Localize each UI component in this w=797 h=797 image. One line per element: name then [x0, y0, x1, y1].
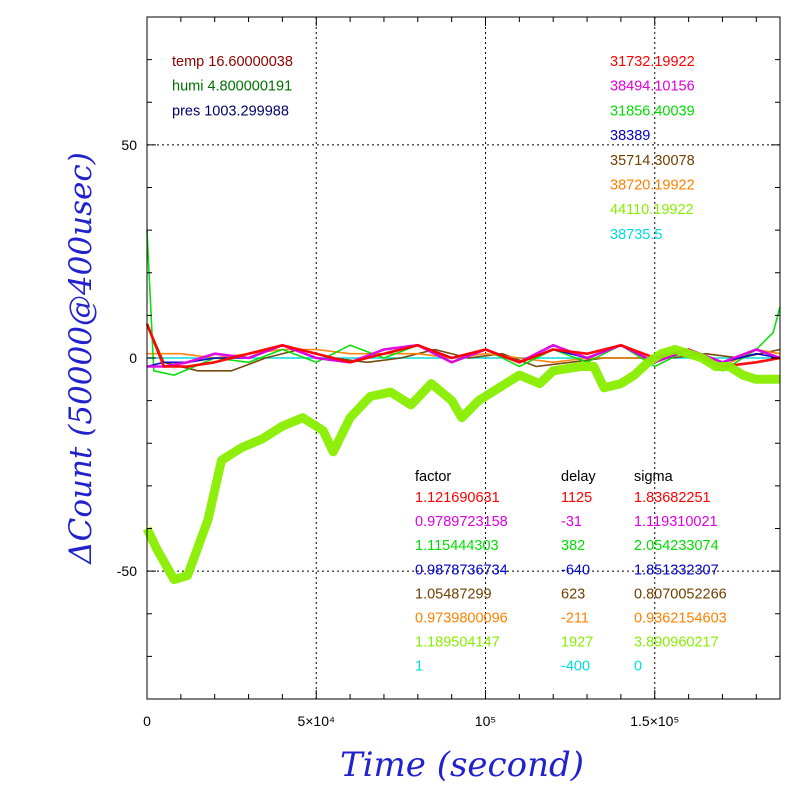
table-cell: 1.121690631 [415, 490, 500, 506]
table-cell: 0 [634, 659, 642, 675]
series-mean-label: 35714.30078 [610, 153, 695, 169]
axis-ticks: 0 5×10⁴ 10⁵ 1.5×10⁵ 50 0 -50 [117, 16, 780, 729]
y-tick-label: 50 [121, 137, 137, 153]
table-header-sigma: sigma [634, 469, 674, 485]
x-tick-label: 5×10⁴ [297, 713, 335, 729]
table-cell: 2.054233074 [634, 538, 719, 554]
x-tick-label: 1.5×10⁵ [630, 713, 679, 729]
series-mean-label: 38720.19922 [610, 178, 695, 194]
table-header-factor: factor [415, 469, 451, 485]
table-cell: -400 [561, 659, 590, 675]
table-cell: 0.9878736734 [415, 562, 508, 578]
table-cell: 382 [561, 538, 585, 554]
x-tick-label: 0 [143, 713, 151, 729]
y-tick-label: 0 [129, 350, 137, 366]
table-cell: 1.189504147 [415, 635, 500, 651]
series-mean-label: 31732.19922 [610, 54, 695, 70]
table-cell: 0.8070052266 [634, 586, 727, 602]
table-header-delay: delay [561, 469, 596, 485]
annotations: temp 16.60000038 humi 4.800000191 pres 100… [172, 54, 727, 675]
table-cell: 0.9789723158 [415, 514, 508, 530]
table-cell: 1.851332307 [634, 562, 719, 578]
table-cell: 1.05487299 [415, 586, 492, 602]
series-mean-label: 31856.40039 [610, 103, 695, 119]
table-cell: -211 [561, 611, 589, 627]
table-cell: 0.9362154603 [634, 611, 727, 627]
y-tick-label: -50 [117, 563, 137, 579]
series-line [142, 345, 780, 585]
table-cell: -31 [561, 514, 582, 530]
table-cell: 1.115444303 [415, 538, 499, 554]
table-cell: 1927 [561, 635, 593, 651]
env-annotation: pres 1003.299988 [172, 103, 289, 119]
series-lines [142, 230, 781, 585]
env-annotation: temp 16.60000038 [172, 54, 293, 70]
table-cell: 623 [561, 586, 585, 602]
table-cell: 1.83682251 [634, 490, 711, 506]
series-mean-label: 38494.10156 [610, 79, 695, 95]
table-cell: 1.119310021 [634, 514, 718, 530]
table-cell: 3.890960217 [634, 635, 719, 651]
env-annotation: humi 4.800000191 [172, 79, 292, 95]
table-cell: 0.9739800096 [415, 611, 508, 627]
table-cell: 1 [415, 659, 423, 675]
table-cell: 1125 [561, 490, 592, 506]
y-axis-title: ΔCount (50000@400usec) [63, 152, 99, 565]
series-mean-label: 38389 [610, 128, 650, 144]
table-cell: -640 [561, 562, 590, 578]
x-axis-title: Time (second) [340, 745, 584, 785]
x-tick-label: 10⁵ [475, 713, 496, 729]
series-mean-label: 38735.5 [610, 227, 662, 243]
series-mean-label: 44110.19922 [610, 202, 694, 218]
